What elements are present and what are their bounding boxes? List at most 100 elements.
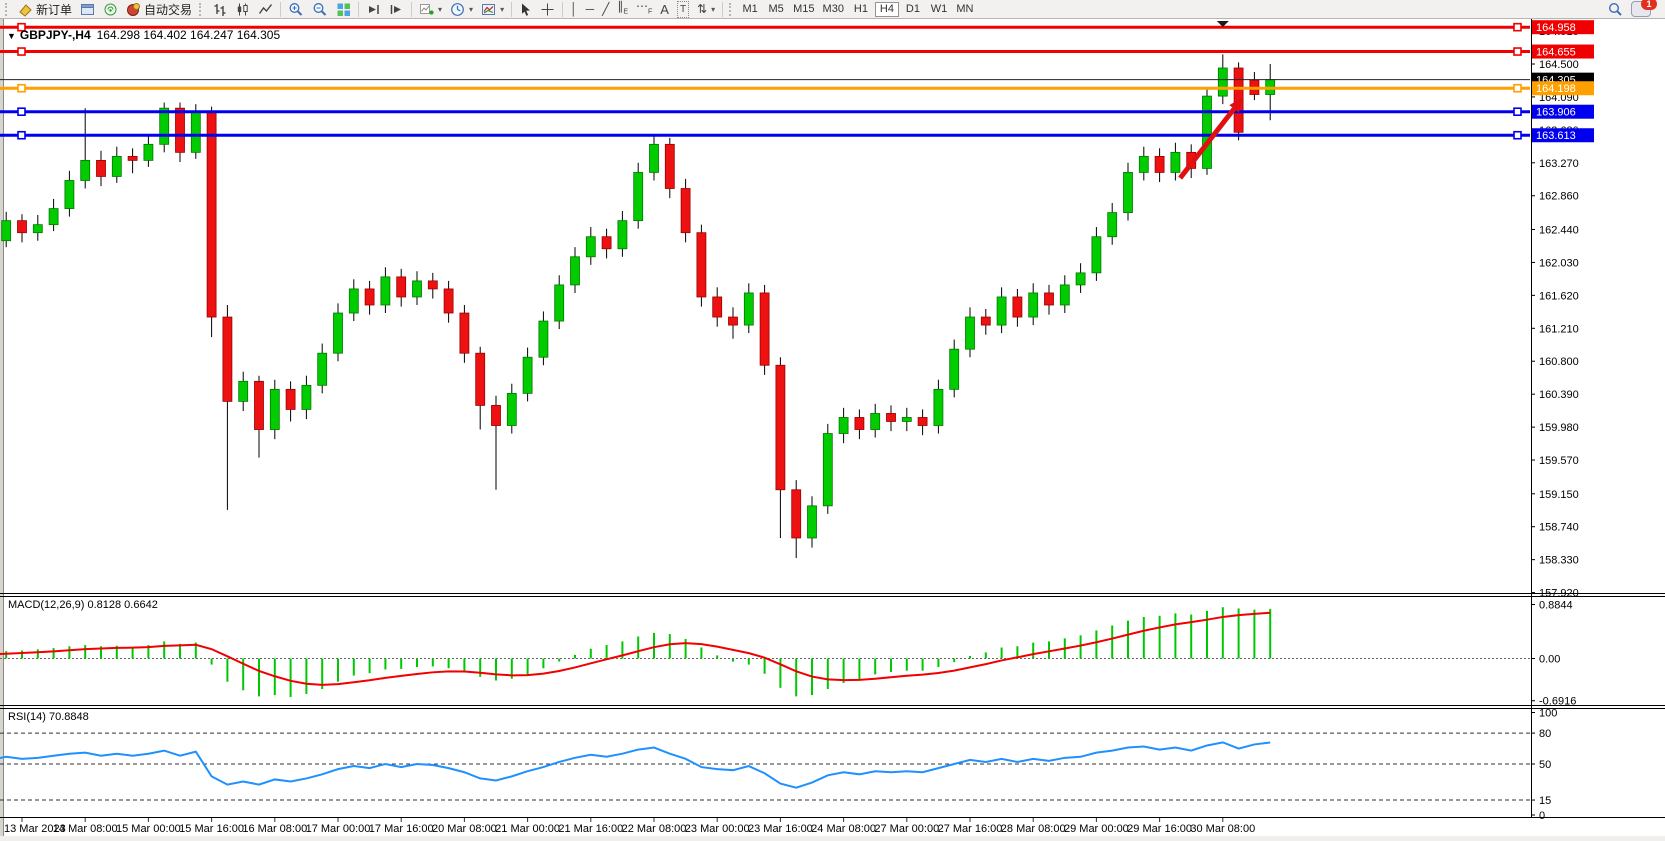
svg-text:164.958: 164.958 bbox=[1536, 22, 1576, 34]
tf-button-H1[interactable]: H1 bbox=[849, 2, 873, 17]
trendline-button[interactable]: ╱ bbox=[598, 1, 613, 18]
vertical-line-icon: │ bbox=[570, 1, 578, 16]
svg-text:21 Mar 16:00: 21 Mar 16:00 bbox=[558, 823, 623, 835]
collapse-arrow-icon[interactable]: ▼ bbox=[7, 31, 16, 41]
signals-button[interactable] bbox=[99, 1, 122, 18]
svg-text:159.980: 159.980 bbox=[1539, 422, 1579, 434]
arrows-button[interactable]: ⇅ ▾ bbox=[693, 1, 719, 18]
svg-text:23 Mar 16:00: 23 Mar 16:00 bbox=[748, 823, 813, 835]
bar-chart-button[interactable] bbox=[208, 1, 231, 18]
svg-text:159.570: 159.570 bbox=[1539, 455, 1579, 467]
zoom-in-button[interactable] bbox=[284, 1, 308, 18]
chevron-down-icon: ▾ bbox=[438, 4, 443, 14]
chart-shift-button[interactable] bbox=[385, 1, 408, 18]
horizontal-line-164.958[interactable]: 164.958 bbox=[0, 20, 1594, 35]
svg-text:0.8844: 0.8844 bbox=[1539, 600, 1573, 612]
line-chart-icon bbox=[258, 3, 273, 14]
signal-icon bbox=[104, 3, 117, 15]
zoom-out-button[interactable] bbox=[308, 1, 332, 18]
tf-button-H4[interactable]: H4 bbox=[874, 1, 899, 17]
svg-text:0.00: 0.00 bbox=[1539, 654, 1560, 666]
fibonacci-icon: ⋯F bbox=[636, 0, 653, 16]
tf-button-M15[interactable]: M15 bbox=[790, 2, 817, 17]
timeframe-group: M1 M5 M15 M30 H1 H4 D1 W1 MN bbox=[738, 1, 977, 17]
tf-button-M5[interactable]: M5 bbox=[764, 2, 788, 17]
new-order-button[interactable]: 新订单 bbox=[14, 1, 76, 18]
equidistant-channel-button[interactable]: ∥E bbox=[613, 0, 632, 18]
horizontal-line-163.613[interactable]: 163.613 bbox=[0, 128, 1594, 143]
text-button[interactable]: A bbox=[656, 1, 673, 18]
macd-indicator-label: MACD(12,26,9) 0.8128 0.6642 bbox=[8, 599, 158, 611]
macd-panel[interactable]: 0.8844 0.00 -0.6916 bbox=[0, 600, 1576, 708]
fibonacci-button[interactable]: ⋯F bbox=[632, 0, 656, 18]
vertical-line-button[interactable]: │ bbox=[566, 1, 582, 18]
horizontal-line-163.906[interactable]: 163.906 bbox=[0, 104, 1594, 119]
toolbar-separator bbox=[722, 1, 724, 17]
toolbar-grip[interactable] bbox=[199, 2, 205, 16]
svg-text:15 Mar 00:00: 15 Mar 00:00 bbox=[116, 823, 181, 835]
svg-text:162.860: 162.860 bbox=[1539, 191, 1579, 203]
svg-text:27 Mar 16:00: 27 Mar 16:00 bbox=[938, 823, 1003, 835]
channel-icon: ∥E bbox=[617, 0, 628, 16]
svg-text:22 Mar 08:00: 22 Mar 08:00 bbox=[622, 823, 687, 835]
horizontal-line-button[interactable]: ─ bbox=[582, 1, 599, 18]
auto-scroll-button[interactable] bbox=[362, 1, 385, 18]
horizontal-line-icon: ─ bbox=[585, 1, 595, 16]
svg-text:24 Mar 08:00: 24 Mar 08:00 bbox=[811, 823, 876, 835]
arrow-annotation[interactable] bbox=[1178, 96, 1244, 180]
new-order-label: 新订单 bbox=[36, 2, 73, 17]
svg-text:160.800: 160.800 bbox=[1539, 356, 1579, 368]
cursor-icon bbox=[522, 3, 531, 16]
toolbar-grip[interactable] bbox=[729, 2, 735, 16]
chart-window-button[interactable] bbox=[76, 1, 99, 18]
svg-text:160.390: 160.390 bbox=[1539, 389, 1579, 401]
toolbar-grip[interactable] bbox=[5, 2, 11, 16]
chart-shift-marker[interactable] bbox=[1216, 21, 1229, 27]
chart-window-icon bbox=[81, 3, 95, 15]
line-chart-button[interactable] bbox=[254, 1, 277, 18]
tf-button-M30[interactable]: M30 bbox=[820, 2, 847, 17]
cursor-button[interactable] bbox=[515, 1, 536, 18]
svg-text:20 Mar 08:00: 20 Mar 08:00 bbox=[432, 823, 497, 835]
text-icon: A bbox=[660, 1, 669, 17]
templates-button[interactable]: ▾ bbox=[477, 1, 508, 18]
svg-text:15 Mar 16:00: 15 Mar 16:00 bbox=[179, 823, 244, 835]
autotrading-label: 自动交易 bbox=[144, 2, 193, 17]
svg-text:162.030: 162.030 bbox=[1539, 257, 1579, 269]
notifications-button[interactable]: 1 bbox=[1627, 0, 1663, 18]
candlestick-chart-icon bbox=[237, 3, 248, 15]
add-indicator-button[interactable]: ▾ bbox=[415, 1, 446, 18]
svg-text:162.440: 162.440 bbox=[1539, 224, 1579, 236]
horizontal-line-164.198[interactable]: 164.198 bbox=[0, 81, 1594, 96]
svg-text:17 Mar 00:00: 17 Mar 00:00 bbox=[306, 823, 371, 835]
toolbar-separator bbox=[358, 1, 360, 17]
toolbar-separator bbox=[511, 1, 513, 17]
tf-button-W1[interactable]: W1 bbox=[927, 2, 951, 17]
chart-shift-icon bbox=[390, 4, 402, 14]
candlestick-chart-button[interactable] bbox=[231, 1, 254, 18]
tile-windows-button[interactable] bbox=[332, 1, 355, 18]
svg-text:15: 15 bbox=[1539, 795, 1551, 807]
arrows-icon: ⇅ bbox=[697, 1, 708, 16]
svg-text:164.198: 164.198 bbox=[1536, 83, 1576, 95]
periods-button[interactable]: ▾ bbox=[446, 1, 477, 18]
new-order-icon bbox=[19, 3, 32, 17]
svg-text:17 Mar 16:00: 17 Mar 16:00 bbox=[369, 823, 434, 835]
search-button[interactable] bbox=[1603, 1, 1627, 18]
text-label-button[interactable]: T bbox=[673, 0, 693, 18]
horizontal-line-164.655[interactable]: 164.655 bbox=[0, 44, 1594, 59]
chevron-down-icon: ▾ bbox=[711, 4, 716, 14]
crosshair-button[interactable] bbox=[536, 1, 559, 18]
text-label-icon: T bbox=[676, 0, 690, 18]
tf-button-M1[interactable]: M1 bbox=[738, 2, 762, 17]
tf-button-D1[interactable]: D1 bbox=[901, 2, 925, 17]
svg-text:164.655: 164.655 bbox=[1536, 47, 1576, 59]
autotrading-button[interactable]: 自动交易 bbox=[122, 1, 196, 18]
tf-button-MN[interactable]: MN bbox=[953, 2, 977, 17]
candles-layer bbox=[1, 54, 1276, 559]
chevron-down-icon: ▾ bbox=[500, 4, 505, 14]
svg-text:-0.6916: -0.6916 bbox=[1539, 696, 1576, 708]
